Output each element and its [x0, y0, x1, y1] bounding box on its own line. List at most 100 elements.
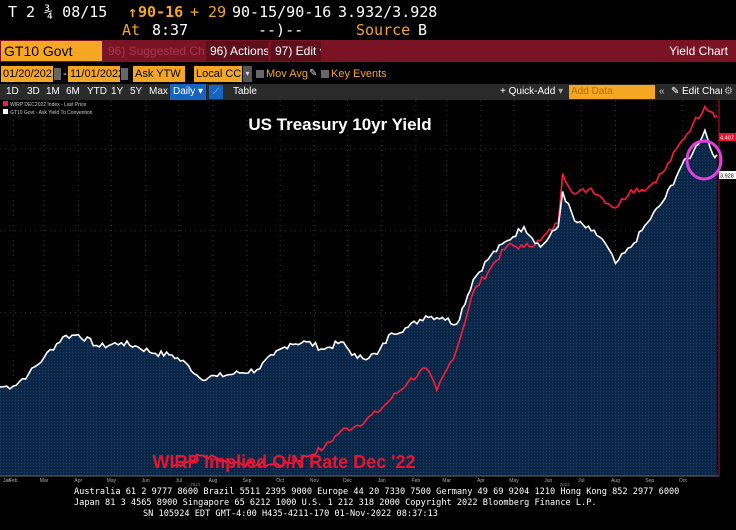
- x-tick-label: Dec: [343, 478, 352, 484]
- x-tick-label: Oct: [276, 478, 284, 484]
- legend-label-wirp: WIRP DEC2022 Index - Last Price: [10, 102, 87, 108]
- field-selector[interactable]: Ask YTW: [133, 66, 185, 82]
- gt10-series-line: [0, 127, 718, 390]
- frequency-label: Daily: [173, 86, 196, 97]
- last-value-tag-gt10: 3.928: [719, 171, 736, 180]
- x-tick-label: Oct: [679, 478, 687, 484]
- x-tick-label: Mar: [40, 478, 49, 484]
- highlight-circle: [685, 139, 723, 181]
- footer-line-2: Japan 81 3 4565 8900 Singapore 65 6212 1…: [74, 498, 597, 508]
- currency-selector[interactable]: Local CCY: [194, 66, 242, 82]
- line-chart-icon[interactable]: ⟋: [209, 85, 223, 99]
- x-tick-label: Feb: [412, 478, 421, 484]
- frequency-dropdown[interactable]: Daily ▾: [170, 84, 206, 100]
- period-toolbar: 1D 3D 1M 6M YTD 1Y 5Y Max Daily ▾ ⟋ Tabl…: [0, 84, 736, 100]
- x-tick-label: Nov: [310, 478, 319, 484]
- last-price: 90-16: [138, 3, 184, 21]
- source-label: Source: [356, 21, 411, 39]
- wirp-series-line: [171, 104, 718, 468]
- x-year-label: 2022: [560, 482, 571, 486]
- x-tick-label: Aug: [208, 478, 217, 484]
- x-tick-label: Apr: [477, 478, 485, 484]
- x-tick-label: Aug: [611, 478, 620, 484]
- gt10-area-fill: [0, 130, 717, 476]
- legend-label-gt10: GT10 Govt - Ask Yield To Convention: [10, 110, 93, 116]
- legend-swatch-gt10: [3, 109, 8, 114]
- period-5y[interactable]: 5Y: [130, 86, 143, 97]
- actions-menu[interactable]: 96) Actions ▾: [206, 41, 268, 61]
- footer-line-1: Australia 61 2 9777 8600 Brazil 5511 239…: [74, 487, 680, 497]
- period-1d[interactable]: 1D: [6, 86, 19, 97]
- period-ytd[interactable]: YTD: [87, 86, 107, 97]
- x-tick-label: Mar: [442, 478, 451, 484]
- period-1y[interactable]: 1Y: [111, 86, 124, 97]
- last-value-tag-gt10-bg: [719, 171, 736, 179]
- dropdown-arrow-icon: ▾: [198, 86, 204, 97]
- x-tick-label: Sep: [645, 478, 654, 484]
- last-price-arrow-icon: ↑: [128, 3, 138, 21]
- mov-avgs-checkbox[interactable]: [256, 70, 264, 78]
- edit-label: 97) Edit: [275, 44, 317, 58]
- calendar-icon[interactable]: [121, 68, 128, 80]
- footer-line-3: SN 105924 EDT GMT-4:00 H435-4211-170 01-…: [143, 509, 438, 519]
- x-tick-label: Jan: [378, 478, 386, 484]
- x-tick-label: May: [509, 478, 519, 484]
- x-tick-label: Jul: [578, 478, 584, 484]
- price-change: + 29: [190, 3, 227, 21]
- title-bar: GT10 Govt 96) Suggested Charts 96) Actio…: [0, 40, 736, 62]
- quick-add-button[interactable]: + Quick-Add ▾: [500, 84, 564, 100]
- x-tick-label: Apr: [74, 478, 82, 484]
- x-year-label: 2021: [190, 482, 201, 486]
- mov-avgs-label[interactable]: Mov Avgs: [266, 68, 308, 80]
- edit-chart-pencil-icon[interactable]: ✎: [671, 86, 680, 97]
- x-tick-label: Feb: [9, 478, 18, 484]
- period-3d[interactable]: 3D: [27, 86, 40, 97]
- legend: WIRP DEC2022 Index - Last Price GT10 Gov…: [3, 101, 93, 116]
- last-value-tag-gt10-text: 3.928: [720, 174, 734, 180]
- x-tick-label: Jun: [544, 478, 552, 484]
- wirp-annotation: WIRP Implied O/N Rate Dec '22: [152, 452, 415, 472]
- add-data-input[interactable]: Add Data: [569, 85, 655, 99]
- start-date-input[interactable]: 01/20/2021: [1, 66, 53, 82]
- pencil-icon[interactable]: ✎: [309, 68, 318, 79]
- chart-title: US Treasury 10yr Yield: [248, 115, 431, 134]
- quote-time: 8:37: [152, 21, 189, 39]
- period-1m[interactable]: 1M: [46, 86, 60, 97]
- x-tick-label: Sep: [243, 478, 252, 484]
- x-tick-label: May: [107, 478, 117, 484]
- key-events-label[interactable]: Key Events: [331, 68, 387, 80]
- dropdown-arrow-icon: ▾: [320, 44, 321, 58]
- period-max[interactable]: Max: [149, 86, 168, 97]
- spread: --)--: [258, 21, 304, 39]
- table-button[interactable]: Table: [233, 86, 257, 97]
- quick-add-label: + Quick-Add: [500, 86, 556, 97]
- ticker: T 2 ¾ 08/15: [8, 3, 108, 21]
- yields: 3.932/3.928: [338, 3, 438, 21]
- x-tick-label: Jun: [142, 478, 150, 484]
- source-value: B: [418, 21, 428, 39]
- edit-chart-button[interactable]: Edit Chart: [682, 86, 722, 97]
- actions-label: 96) Actions: [210, 44, 268, 58]
- currency-dropdown-icon[interactable]: ▾: [243, 66, 252, 82]
- x-tick-label: Jul: [175, 478, 181, 484]
- time-label: At: [122, 21, 141, 39]
- last-value-tag-wirp-text: 4.407: [720, 136, 734, 142]
- bid-ask: 90-15/90-16: [232, 3, 332, 21]
- last-value-tag-wirp: 4.407: [719, 133, 736, 142]
- suggested-charts-button[interactable]: 96) Suggested Charts: [108, 44, 204, 58]
- security-field[interactable]: GT10 Govt: [1, 41, 102, 61]
- key-events-checkbox[interactable]: [321, 70, 329, 78]
- settings-gear-icon[interactable]: ⚙: [724, 86, 733, 97]
- period-6m[interactable]: 6M: [66, 86, 80, 97]
- last-value-tag-wirp-bg: [719, 133, 736, 141]
- parameter-row: 01/20/2021 - 11/01/2022 Ask YTW Local CC…: [0, 64, 736, 84]
- calendar-icon[interactable]: [54, 68, 61, 80]
- end-date-input[interactable]: 11/01/2022: [68, 66, 120, 82]
- x-tick-label: Jan: [3, 478, 11, 484]
- date-separator: -: [63, 68, 67, 80]
- collapse-icon[interactable]: «: [659, 86, 665, 97]
- edit-menu[interactable]: 97) Edit ▾: [271, 41, 321, 61]
- dropdown-arrow-icon: ▾: [558, 86, 564, 97]
